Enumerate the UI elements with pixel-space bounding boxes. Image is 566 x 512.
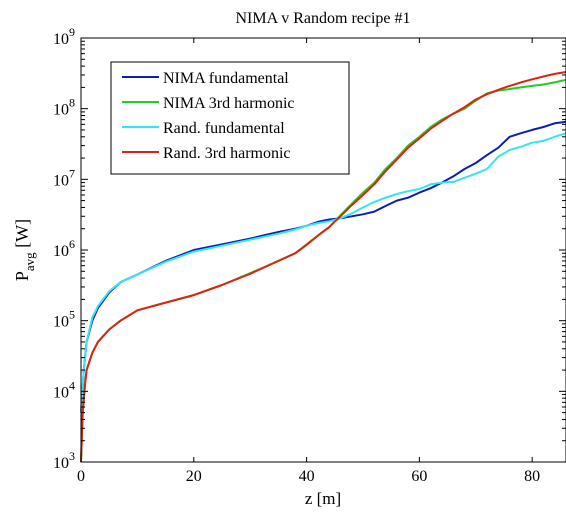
y-axis-label-unit: [W] — [12, 219, 32, 252]
y-tick-labels: 103 104 105 106 107 108 109 — [53, 25, 75, 472]
x-tick-labels: 0 20 40 60 80 — [77, 468, 540, 485]
x-tick-label: 0 — [77, 468, 85, 485]
chart-title: NIMA v Random recipe #1 — [235, 10, 410, 27]
y-axis-label-main: P — [12, 271, 32, 281]
legend-label: NIMA 3rd harmonic — [163, 95, 295, 112]
y-axis-label-sub: avg — [22, 252, 37, 271]
series-line-3 — [80, 71, 566, 463]
x-tick-label: 20 — [186, 468, 202, 485]
y-tick-label: 103 — [53, 449, 75, 472]
y-tick-label: 104 — [53, 378, 75, 401]
legend: NIMA fundamental NIMA 3rd harmonic Rand. f… — [110, 61, 350, 175]
legend-label: Rand. 3rd harmonic — [163, 145, 291, 162]
tick-layer — [80, 37, 566, 463]
legend-label: Rand. fundamental — [163, 120, 285, 137]
x-axis-label: z [m] — [305, 489, 341, 508]
x-tick-label: 80 — [524, 468, 540, 485]
x-tick-label: 60 — [411, 468, 427, 485]
series-layer — [80, 71, 566, 463]
y-tick-label: 106 — [53, 237, 75, 260]
series-line-2 — [80, 132, 566, 413]
y-tick-label: 109 — [53, 25, 75, 48]
y-tick-label: 108 — [53, 96, 75, 119]
y-tick-label: 107 — [53, 166, 75, 189]
legend-box — [110, 61, 350, 175]
y-axis-label: Pavg [W] — [12, 219, 37, 281]
y-tick-label: 105 — [53, 308, 75, 331]
legend-label: NIMA fundamental — [163, 70, 289, 87]
x-tick-label: 40 — [299, 468, 315, 485]
